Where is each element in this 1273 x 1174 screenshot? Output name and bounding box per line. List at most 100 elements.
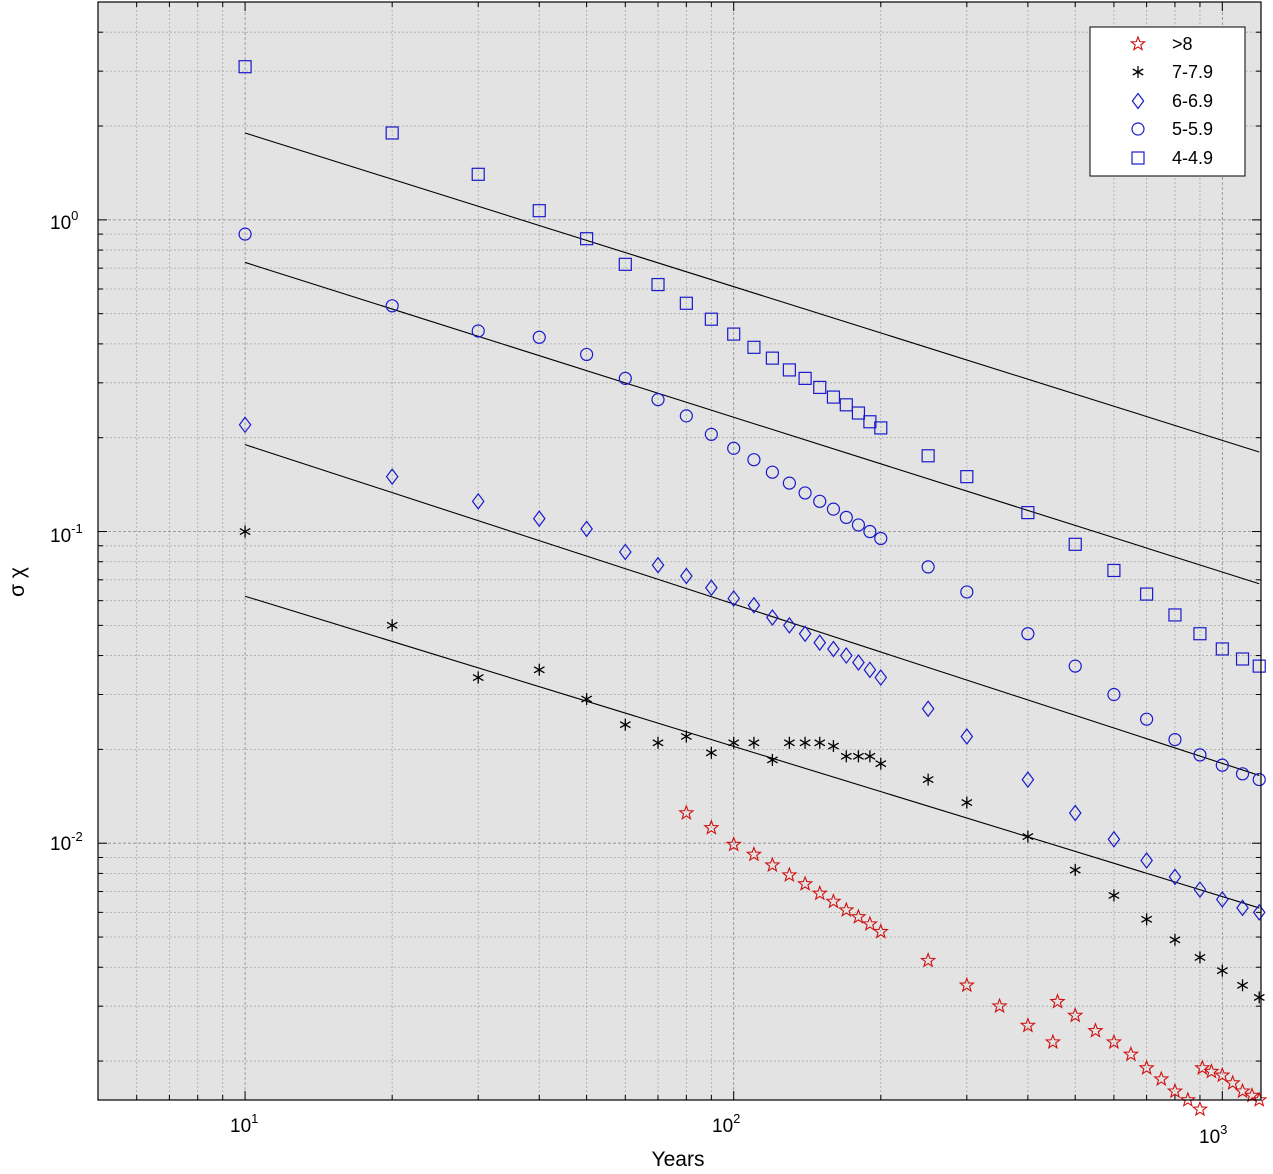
data-point-diamond bbox=[1021, 771, 1035, 789]
data-point-asterisk bbox=[1253, 991, 1265, 1004]
data-point-asterisk-stroke bbox=[386, 621, 398, 629]
data-point-circle bbox=[1168, 732, 1182, 747]
legend-marker-square bbox=[1131, 151, 1145, 165]
data-point-circle bbox=[532, 330, 546, 344]
data-point-square bbox=[960, 470, 974, 484]
data-series bbox=[238, 60, 1268, 1117]
data-point-asterisk bbox=[728, 736, 740, 749]
data-point-square bbox=[471, 167, 485, 181]
x-tick-label-1000: 103 bbox=[1199, 1122, 1227, 1148]
data-point-asterisk-stroke bbox=[1141, 915, 1153, 923]
legend-marker-diamond bbox=[1131, 92, 1145, 110]
data-point-square bbox=[385, 126, 399, 140]
data-point-circle bbox=[765, 465, 779, 479]
data-point-diamond bbox=[385, 468, 399, 486]
data-point-asterisk bbox=[1141, 913, 1153, 926]
data-point-asterisk-stroke bbox=[581, 695, 593, 703]
data-point-diamond bbox=[1193, 881, 1207, 899]
data-point-asterisk bbox=[619, 718, 631, 731]
data-point-asterisk bbox=[814, 736, 826, 749]
data-point-asterisk-stroke bbox=[814, 739, 826, 747]
data-point-circle bbox=[921, 560, 935, 574]
series-6-6.9 bbox=[238, 416, 1266, 921]
data-point-star bbox=[850, 908, 867, 924]
data-point-square bbox=[1252, 659, 1266, 673]
data-point-diamond bbox=[798, 625, 812, 643]
data-point-circle bbox=[782, 476, 796, 490]
data-point-asterisk bbox=[748, 736, 760, 749]
data-point-square bbox=[651, 277, 665, 292]
data-point-star bbox=[811, 884, 828, 901]
data-point-diamond bbox=[874, 669, 888, 687]
data-point-asterisk bbox=[875, 757, 887, 770]
data-point-diamond bbox=[651, 556, 665, 574]
data-point-square bbox=[921, 449, 935, 463]
data-point-diamond bbox=[782, 616, 796, 634]
legend-label-5-5.9: 5-5.9 bbox=[1172, 119, 1213, 139]
data-point-asterisk-stroke bbox=[1237, 981, 1249, 989]
data-point-circle bbox=[1107, 687, 1121, 702]
data-point-square bbox=[532, 204, 546, 218]
data-point-diamond bbox=[960, 727, 974, 745]
data-point-asterisk-stroke bbox=[1194, 953, 1206, 962]
data-point-circle bbox=[580, 347, 594, 362]
data-point-circle bbox=[471, 324, 485, 338]
data-point-square bbox=[1140, 587, 1154, 601]
data-point-star bbox=[1214, 1066, 1231, 1083]
data-point-square bbox=[839, 398, 853, 412]
data-point-square bbox=[618, 257, 632, 271]
data-point-asterisk-stroke bbox=[728, 739, 740, 747]
data-point-star bbox=[1087, 1022, 1104, 1038]
data-point-asterisk-stroke bbox=[827, 742, 839, 750]
data-point-diamond bbox=[1068, 804, 1082, 822]
data-point-diamond bbox=[679, 567, 693, 585]
data-point-circle bbox=[1215, 758, 1229, 772]
data-point-diamond bbox=[747, 596, 761, 614]
data-point-asterisk-stroke bbox=[680, 732, 692, 741]
data-point-star bbox=[1166, 1082, 1184, 1099]
data-point-diamond bbox=[1236, 899, 1249, 917]
legend-marker-asterisk-stroke bbox=[1132, 68, 1144, 76]
data-point-asterisk bbox=[386, 619, 398, 632]
data-point-asterisk-stroke bbox=[652, 739, 664, 747]
data-point-diamond bbox=[1168, 868, 1182, 886]
data-point-circle bbox=[839, 510, 853, 525]
legend-marker-circle bbox=[1131, 122, 1145, 136]
data-point-star bbox=[1019, 1016, 1037, 1033]
data-point-star bbox=[1179, 1091, 1196, 1107]
data-point-star bbox=[991, 997, 1008, 1014]
legend-label-7-7.9: 7-7.9 bbox=[1172, 62, 1213, 82]
data-point-star bbox=[1224, 1074, 1241, 1090]
data-point-star bbox=[861, 915, 879, 932]
data-point-star bbox=[1105, 1033, 1123, 1050]
series-4-4.9 bbox=[238, 60, 1266, 673]
data-point-diamond bbox=[238, 416, 252, 434]
data-point-star bbox=[703, 819, 720, 835]
data-point-diamond bbox=[921, 700, 935, 718]
data-point-asterisk bbox=[799, 736, 811, 749]
legend-label-4-4.9: 4-4.9 bbox=[1172, 148, 1213, 168]
plot-background bbox=[98, 2, 1261, 1100]
data-point-star bbox=[1191, 1100, 1209, 1117]
data-point-diamond bbox=[471, 492, 485, 510]
data-point-diamond bbox=[727, 589, 741, 607]
data-point-star bbox=[1203, 1063, 1220, 1079]
data-point-circle bbox=[679, 409, 693, 423]
minor-grid bbox=[97, 1, 1261, 1100]
data-point-asterisk-stroke bbox=[864, 752, 876, 760]
x-axis-label: Years bbox=[652, 1148, 705, 1171]
data-point-diamond bbox=[1140, 852, 1153, 870]
y-tick-label-0.01: 10-2 bbox=[50, 829, 83, 855]
data-point-square bbox=[727, 327, 741, 341]
x-tick-label-10: 101 bbox=[230, 1111, 258, 1137]
data-point-circle bbox=[727, 441, 741, 455]
data-point-star bbox=[1044, 1033, 1062, 1050]
data-point-asterisk bbox=[1237, 979, 1249, 992]
data-point-diamond bbox=[1252, 903, 1266, 921]
data-point-asterisk bbox=[783, 736, 795, 749]
data-point-asterisk-stroke bbox=[1022, 833, 1034, 841]
data-point-square bbox=[1215, 642, 1229, 656]
data-point-diamond bbox=[618, 543, 632, 561]
data-point-circle bbox=[863, 524, 877, 539]
data-point-diamond bbox=[1215, 890, 1229, 908]
